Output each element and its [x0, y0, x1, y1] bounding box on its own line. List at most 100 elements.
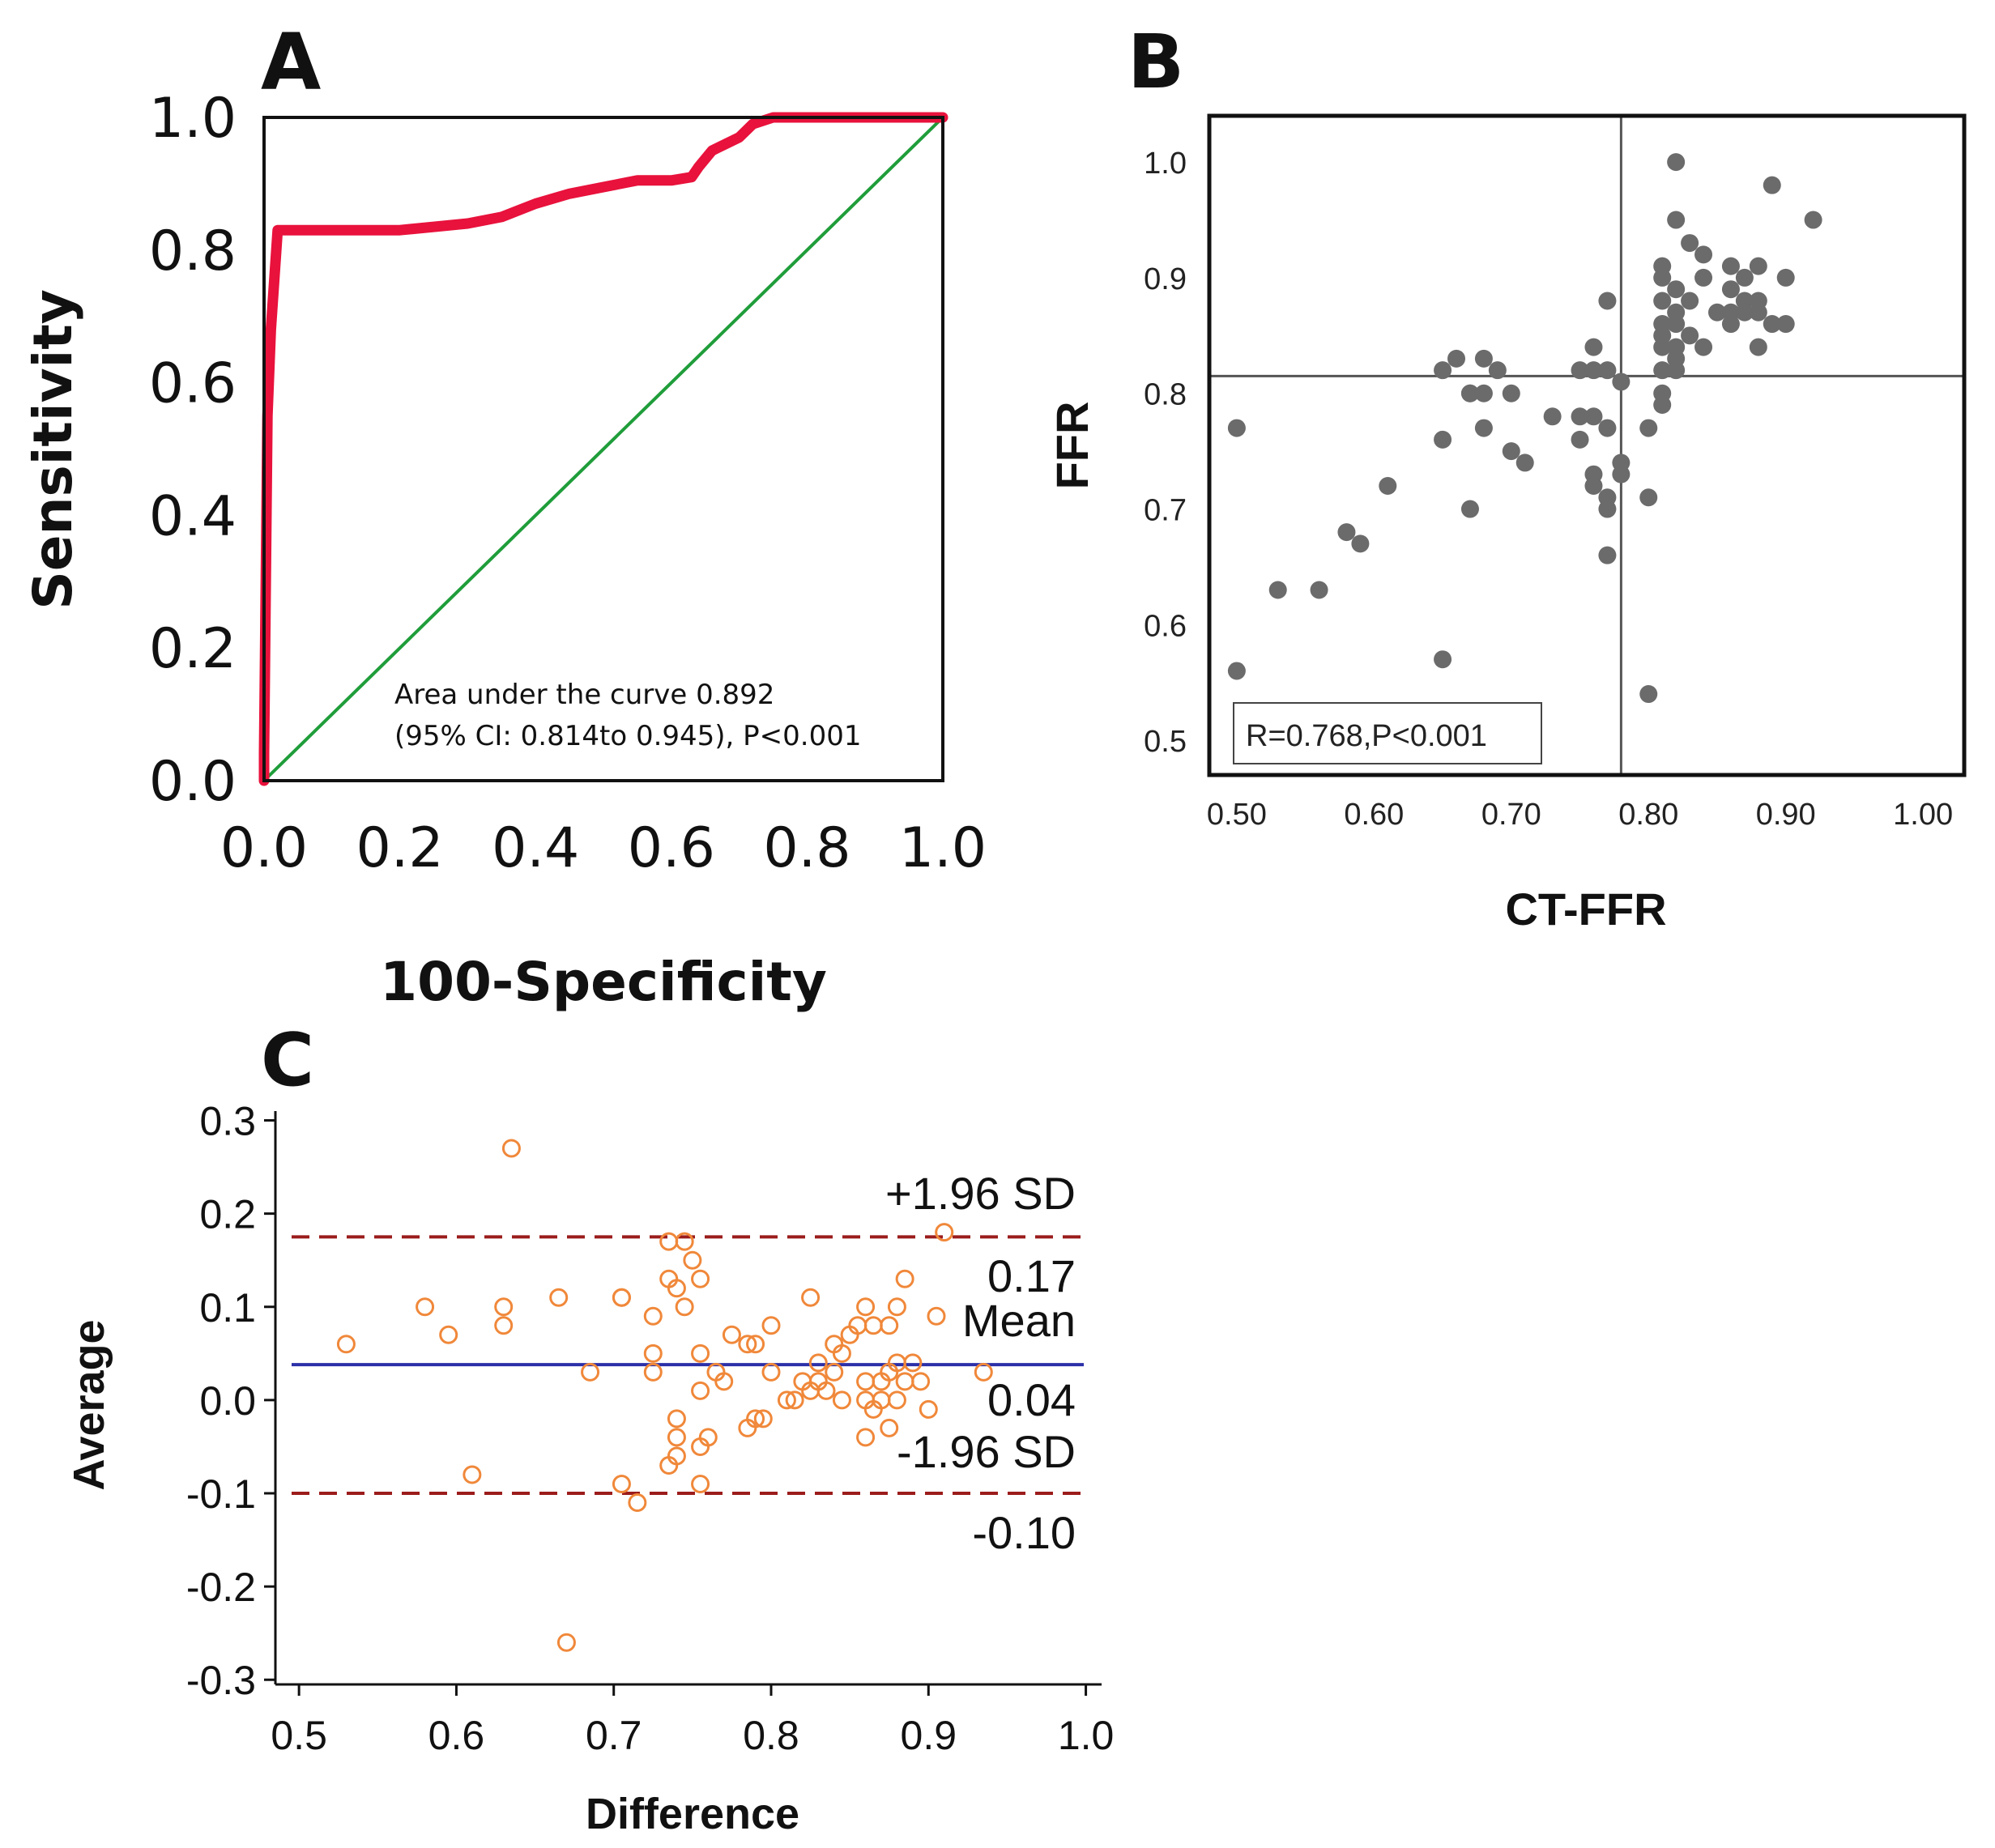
panel-c-data-point: [667, 1428, 686, 1447]
panel-c-data-point: [887, 1297, 906, 1317]
panel-a-y-tick-label: 0.8: [149, 219, 237, 283]
panel-b-data-point: [1653, 257, 1672, 275]
panel-b-data-point: [1667, 211, 1686, 229]
panel-a-x-tick-label: 0.8: [763, 816, 850, 880]
panel-b-data-point: [1694, 268, 1713, 287]
panel-c-data-point: [691, 1381, 710, 1400]
panel-c-points: [336, 1139, 993, 1652]
panel-b-y-tick-label: 1.0: [1144, 147, 1187, 181]
panel-c-lower-loa-value: -0.10: [972, 1507, 1076, 1558]
panel-c-data-point: [746, 1409, 765, 1429]
panel-c-data-point: [494, 1297, 514, 1317]
panel-b-data-point: [1598, 361, 1617, 380]
panel-b-data-point: [1227, 662, 1246, 680]
panel-c-data-point: [761, 1316, 781, 1335]
panel-b-data-point: [1584, 476, 1603, 495]
panel-c-data-point: [675, 1297, 694, 1317]
panel-b-data-point: [1434, 361, 1452, 380]
panel-b-data-point: [1598, 292, 1617, 310]
panel-c-lower-loa-label: -1.96 SD: [897, 1426, 1076, 1477]
panel-c-data-point: [722, 1325, 741, 1344]
panel-b-x-tick-label: 0.90: [1756, 798, 1816, 832]
panel-a-x-tick-label: 0.0: [220, 816, 308, 880]
panel-c-data-point: [935, 1223, 954, 1242]
panel-c-data-point: [556, 1633, 576, 1652]
panel-b-x-axis-title: CT-FFR: [1505, 884, 1666, 935]
panel-c-data-point: [643, 1343, 663, 1363]
panel-b-data-point: [1653, 361, 1672, 380]
panel-a-x-tick-label: 1.0: [899, 816, 987, 880]
panel-c-data-point: [691, 1269, 710, 1288]
panel-b-data-point: [1776, 315, 1795, 334]
panel-c-y-tick-label: 0.3: [199, 1099, 256, 1144]
panel-c-data-point: [927, 1306, 946, 1326]
panel-b-y-tick-label: 0.5: [1144, 725, 1187, 759]
panel-b-data-point: [1653, 326, 1672, 345]
panel-c-data-point: [416, 1297, 435, 1317]
panel-b-x-tick-label: 0.70: [1481, 798, 1541, 832]
panel-c-letter: C: [261, 1018, 314, 1103]
panel-b-data-point: [1721, 315, 1740, 334]
panel-b-data-point: [1749, 292, 1767, 310]
panel-c-data-point: [863, 1316, 883, 1335]
panel-c-data-point: [698, 1428, 718, 1447]
panel-c-x-tick-label: 0.5: [271, 1713, 327, 1758]
panel-b-x-tick-label: 0.50: [1207, 798, 1267, 832]
panel-c-data-point: [746, 1335, 765, 1354]
panel-b-x-tick-label: 0.80: [1618, 798, 1678, 832]
panel-a-x-axis-title: 100-Specificity: [380, 951, 827, 1013]
panel-b-data-point: [1434, 430, 1452, 449]
panel-b-legend-box: [1233, 702, 1542, 764]
panel-b-x-tick-label: 1.00: [1893, 798, 1953, 832]
panel-b-data-point: [1667, 280, 1686, 299]
panel-c-y-tick-label: -0.2: [186, 1565, 256, 1610]
panel-a-y-ticks: 0.0 0.2 0.4 0.6 0.8 1.0: [149, 87, 237, 814]
panel-a-roc: A 0.0 0.2 0.4 0.6 0.8 1.0 0.00.20.40.60.81.0 …: [22, 17, 987, 1013]
panel-b-y-tick-label: 0.6: [1144, 609, 1187, 643]
panel-b-data-point: [1268, 581, 1287, 599]
panel-b-data-point: [1681, 326, 1699, 345]
panel-c-y-ticks: 0.3 0.2 0.1 0.0 -0.1 -0.2 -0.3: [186, 1099, 275, 1703]
panel-b-data-point: [1681, 234, 1699, 253]
panel-c-x-tick-label: 0.8: [743, 1713, 799, 1758]
panel-c-data-point: [856, 1428, 876, 1447]
panel-a-reference-diagonal: [262, 116, 944, 782]
panel-b-data-point: [1460, 500, 1479, 518]
panel-c-data-point: [895, 1269, 914, 1288]
panel-b-x-ticks: 0.50 0.60 0.70 0.80 0.90 1.00: [1207, 798, 1953, 832]
panel-c-data-point: [856, 1297, 876, 1317]
panel-a-y-axis-title: Sensitivity: [22, 289, 84, 610]
panel-a-auc-annotation: Area under the curve 0.892: [394, 679, 774, 711]
panel-b-data-point: [1543, 407, 1562, 426]
panel-c-data-point: [832, 1390, 851, 1410]
panel-c-data-point: [832, 1343, 851, 1363]
panel-b-data-point: [1776, 268, 1795, 287]
panel-c-data-point: [643, 1362, 663, 1382]
panel-b-data-point: [1447, 349, 1466, 368]
panel-b-x-tick-label: 0.60: [1344, 798, 1404, 832]
panel-c-data-point: [753, 1409, 773, 1429]
panel-c-y-tick-label: 0.1: [199, 1285, 256, 1331]
panel-b-data-point: [1515, 453, 1534, 472]
panel-c-data-point: [628, 1493, 647, 1513]
panel-b-data-point: [1571, 430, 1589, 449]
panel-c-mean-value: 0.04: [987, 1374, 1076, 1425]
panel-b-data-point: [1379, 476, 1397, 495]
panel-b-y-tick-label: 0.7: [1144, 494, 1187, 528]
panel-b-data-point: [1612, 373, 1631, 391]
panel-a-series: [258, 112, 948, 786]
panel-b-data-point: [1598, 419, 1617, 437]
panel-b-data-point: [1681, 292, 1699, 310]
panel-b-data-point: [1639, 419, 1658, 437]
panel-b-data-point: [1653, 292, 1672, 310]
panel-c-y-tick-label: 0.2: [199, 1192, 256, 1237]
panel-b-data-point: [1571, 407, 1589, 426]
panel-b-data-point: [1310, 581, 1328, 599]
panel-a-y-tick-label: 0.2: [149, 617, 237, 681]
panel-c-data-point: [667, 1409, 686, 1429]
panel-c-x-tick-label: 1.0: [1058, 1713, 1115, 1758]
panel-c-x-axis-title: Difference: [586, 1790, 799, 1838]
panel-c-data-point: [675, 1232, 694, 1251]
panel-b-data-point: [1584, 361, 1603, 380]
